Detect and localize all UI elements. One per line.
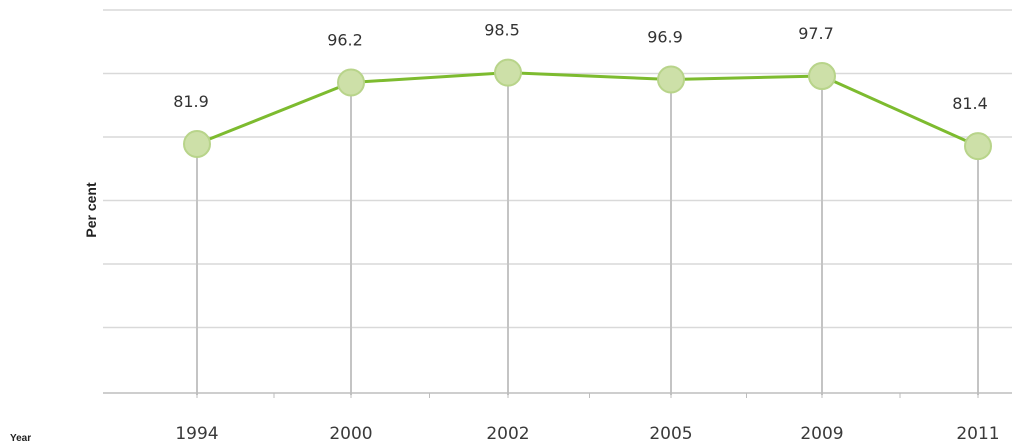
x-tick-label: 2009	[800, 424, 843, 444]
data-label: 98.5	[484, 21, 520, 40]
series-line-group	[196, 71, 979, 148]
x-tick-label: 2002	[486, 424, 529, 444]
data-label: 96.9	[647, 28, 683, 47]
drop-lines	[196, 72, 979, 395]
x-tick-label: 2011	[956, 424, 999, 444]
x-tick-label: 2000	[329, 424, 372, 444]
gridlines	[103, 9, 1012, 329]
x-tick-labels: 1994 2000 2002 2005 2009 2011	[175, 424, 999, 444]
data-point	[808, 62, 836, 91]
data-point	[183, 130, 211, 158]
series-line	[196, 71, 979, 148]
data-points	[183, 58, 992, 161]
data-label: 97.7	[798, 24, 834, 43]
y-axis-title: Per cent	[83, 182, 99, 238]
data-label: 96.2	[327, 31, 363, 50]
data-point	[337, 68, 365, 97]
data-point	[964, 132, 992, 161]
x-tick-label: 2005	[649, 424, 692, 444]
data-label: 81.9	[173, 92, 209, 111]
data-point	[494, 58, 522, 87]
data-label: 81.4	[952, 94, 988, 113]
data-point	[657, 65, 685, 94]
data-labels: 81.9 96.2 98.5 96.9 97.7 81.4	[173, 21, 988, 114]
x-axis-title: Year	[10, 433, 31, 444]
x-tick-label: 1994	[175, 424, 218, 444]
x-axis	[103, 392, 1012, 398]
